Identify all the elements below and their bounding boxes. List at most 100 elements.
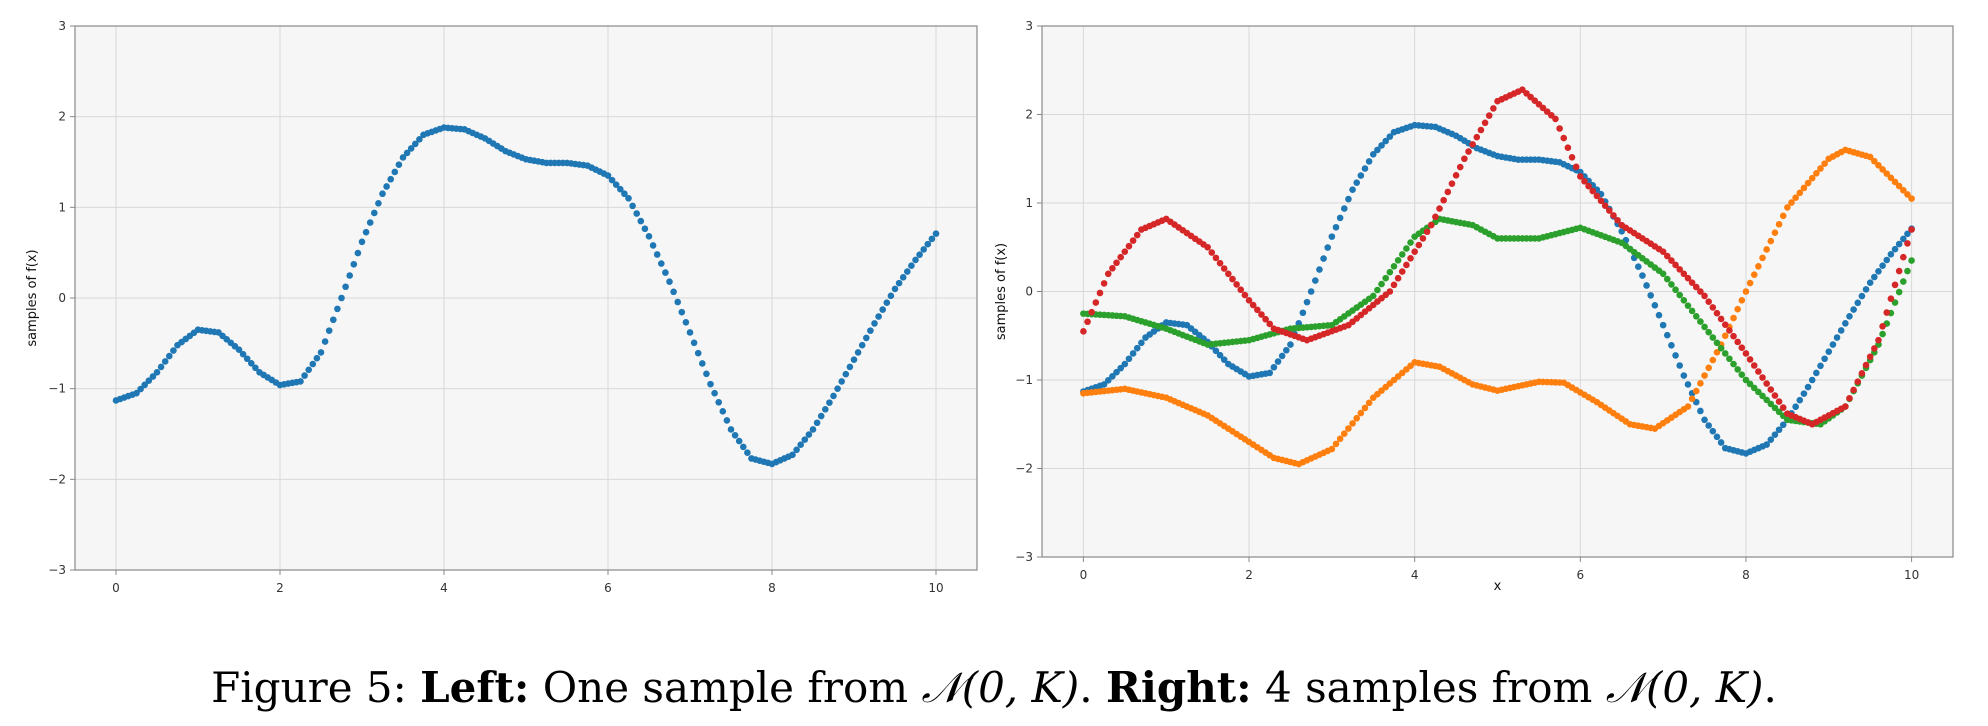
- data-point: [330, 316, 337, 324]
- data-point: [1854, 378, 1862, 385]
- data-point: [1216, 351, 1224, 359]
- data-point: [1212, 347, 1220, 355]
- data-point: [801, 436, 809, 443]
- data-point: [850, 356, 858, 363]
- data-point: [301, 372, 308, 379]
- data-point: [1850, 306, 1857, 313]
- data-point: [924, 240, 932, 248]
- data-point: [1804, 179, 1812, 187]
- data-point: [1365, 158, 1373, 165]
- data-point: [932, 230, 940, 237]
- series-4: [1080, 86, 1915, 428]
- data-point: [243, 355, 251, 363]
- data-point: [1837, 327, 1845, 334]
- data-point: [1394, 257, 1402, 264]
- y-tick-label: −1: [48, 382, 66, 396]
- data-point: [1461, 155, 1468, 163]
- data-point: [153, 369, 161, 376]
- data-point: [793, 446, 800, 454]
- data-point: [895, 279, 903, 287]
- data-point: [805, 431, 813, 438]
- data-point: [1676, 266, 1683, 273]
- data-point: [1659, 270, 1667, 278]
- data-point: [1701, 416, 1708, 424]
- data-point: [1697, 380, 1704, 387]
- data-point: [1386, 268, 1394, 276]
- data-point: [1092, 299, 1100, 306]
- data-point: [1129, 237, 1137, 244]
- data-point: [1709, 304, 1717, 311]
- data-point: [1701, 292, 1708, 300]
- data-point: [735, 437, 743, 445]
- data-point: [1721, 321, 1729, 328]
- data-point: [1779, 212, 1787, 220]
- data-point: [1655, 311, 1663, 319]
- data-point: [682, 319, 690, 326]
- data-point: [1829, 341, 1837, 348]
- data-point: [1750, 271, 1758, 278]
- data-point: [1862, 361, 1870, 369]
- data-point: [1278, 352, 1286, 360]
- figure-caption: Figure 5: Left: One sample from 𝒩(0, K).…: [0, 663, 1988, 713]
- data-point: [1320, 255, 1327, 262]
- data-point: [1713, 339, 1721, 347]
- data-point: [1900, 253, 1907, 261]
- data-point: [863, 334, 870, 342]
- data-point: [1274, 358, 1282, 365]
- x-tick-label: 10: [928, 581, 943, 595]
- data-point: [366, 219, 374, 226]
- data-point: [1887, 251, 1895, 258]
- data-point: [1365, 399, 1373, 407]
- data-point: [1398, 268, 1406, 275]
- data-point: [1866, 353, 1874, 361]
- data-point: [891, 285, 899, 293]
- x-tick-label: 0: [112, 581, 120, 595]
- data-point: [916, 251, 923, 258]
- data-point: [1746, 279, 1754, 287]
- data-point: [653, 251, 661, 258]
- data-point: [690, 339, 698, 347]
- data-point: [1755, 388, 1762, 396]
- data-point: [1904, 230, 1911, 238]
- series-1: [112, 124, 940, 468]
- data-point: [834, 385, 841, 392]
- data-point: [1448, 180, 1456, 187]
- data-point: [817, 412, 825, 420]
- data-point: [1879, 166, 1886, 173]
- data-point: [1593, 192, 1601, 200]
- data-point: [1680, 297, 1688, 304]
- data-point: [1684, 403, 1692, 410]
- data-point: [1361, 404, 1369, 412]
- data-point: [1606, 207, 1613, 214]
- data-point: [1858, 370, 1866, 377]
- data-point: [1577, 173, 1584, 180]
- data-point: [1730, 314, 1737, 322]
- data-point: [1900, 278, 1907, 285]
- data-point: [1564, 144, 1572, 151]
- data-point: [1361, 165, 1369, 172]
- data-point: [387, 175, 395, 183]
- data-point: [145, 377, 153, 384]
- data-point: [699, 360, 706, 367]
- data-point: [1415, 241, 1423, 249]
- data-point: [1904, 191, 1911, 198]
- data-point: [838, 378, 845, 385]
- data-point: [1378, 280, 1385, 288]
- data-point: [703, 370, 710, 378]
- x-tick-label: 10: [1904, 568, 1919, 582]
- data-point: [1639, 272, 1646, 279]
- data-point: [1813, 170, 1820, 177]
- data-point: [1726, 355, 1733, 363]
- data-point: [1908, 195, 1915, 202]
- data-point: [1775, 398, 1783, 405]
- data-point: [1109, 372, 1116, 380]
- data-point: [1477, 126, 1485, 134]
- data-point: [1866, 153, 1874, 161]
- data-point: [1887, 295, 1895, 302]
- data-point: [309, 360, 317, 368]
- data-point: [1904, 267, 1911, 275]
- y-tick-label: 2: [1025, 108, 1033, 122]
- data-point: [1374, 286, 1381, 294]
- data-point: [678, 308, 686, 316]
- caption-left-period: .: [1079, 663, 1093, 712]
